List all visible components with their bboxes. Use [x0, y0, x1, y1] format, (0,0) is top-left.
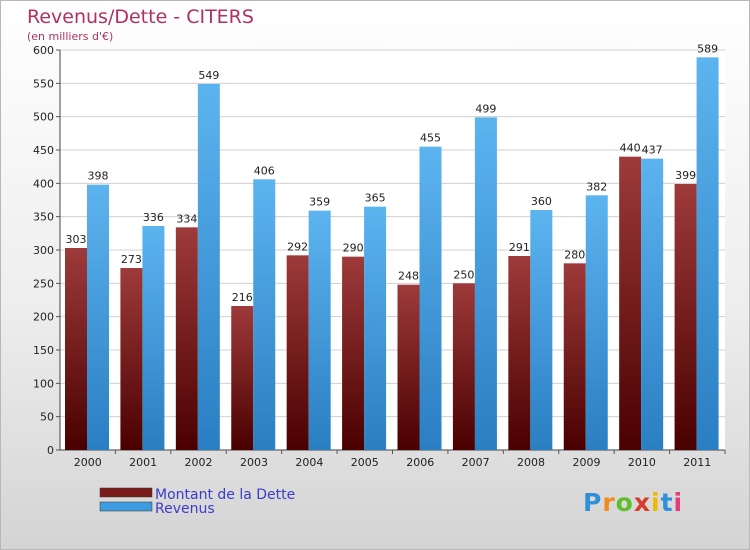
x-tick-label: 2000 — [74, 456, 102, 469]
bar-revenus — [87, 184, 109, 450]
data-label-dette: 303 — [66, 233, 87, 246]
data-label-dette: 248 — [398, 270, 419, 283]
bar-dette — [175, 227, 198, 450]
bar-revenus — [308, 210, 331, 450]
x-tick-label: 2008 — [517, 456, 545, 469]
bar-dette — [65, 248, 87, 450]
data-label-revenus: 382 — [586, 180, 607, 193]
bar-revenus — [641, 158, 664, 450]
bar-revenus — [696, 57, 719, 450]
logo-letter: P — [583, 488, 603, 517]
data-label-revenus: 360 — [531, 195, 552, 208]
data-label-dette: 216 — [232, 291, 253, 304]
logo-letter: x — [633, 488, 651, 517]
y-tick-label: 100 — [33, 377, 54, 390]
data-label-dette: 399 — [675, 169, 696, 182]
x-tick-label: 2005 — [351, 456, 379, 469]
y-tick-label: 0 — [47, 444, 54, 457]
data-label-dette: 334 — [176, 212, 197, 225]
bar-revenus — [585, 195, 608, 450]
x-tick-label: 2007 — [462, 456, 490, 469]
legend-swatch-dette — [99, 487, 153, 498]
y-tick-label: 400 — [33, 177, 54, 190]
data-label-revenus: 406 — [254, 164, 275, 177]
data-label-dette: 250 — [453, 268, 474, 281]
bar-dette — [508, 256, 531, 450]
data-label-revenus: 398 — [88, 170, 109, 183]
y-tick-label: 200 — [33, 311, 54, 324]
chart-subtitle: (en milliers d'€) — [27, 30, 114, 43]
y-tick-label: 350 — [33, 211, 54, 224]
data-label-revenus: 549 — [198, 69, 219, 82]
y-tick-label: 50 — [40, 411, 54, 424]
logo-letter: t — [660, 488, 674, 517]
bar-revenus — [364, 206, 387, 450]
y-tick-label: 450 — [33, 144, 54, 157]
chart-title: Revenus/Dette - CITERS — [27, 6, 254, 28]
y-tick-label: 300 — [33, 244, 54, 257]
x-tick-label: 2002 — [185, 456, 213, 469]
data-label-revenus: 437 — [642, 144, 663, 157]
legend-label-dette: Montant de la Dette — [155, 487, 295, 503]
data-label-dette: 273 — [121, 253, 142, 266]
data-label-revenus: 499 — [475, 102, 496, 115]
data-label-revenus: 365 — [365, 192, 386, 205]
x-tick-label: 2006 — [406, 456, 434, 469]
data-label-dette: 290 — [343, 242, 364, 255]
y-tick-label: 500 — [33, 111, 54, 124]
bar-dette — [120, 268, 143, 450]
data-label-revenus: 455 — [420, 132, 441, 145]
bar-revenus — [197, 84, 220, 450]
bar-dette — [452, 283, 475, 450]
y-tick-label: 600 — [33, 44, 54, 57]
bar-dette — [619, 156, 642, 450]
logo-letter: i — [651, 488, 661, 517]
x-tick-label: 2009 — [572, 456, 600, 469]
bar-dette — [342, 256, 365, 450]
bar-dette — [286, 255, 309, 450]
data-label-revenus: 359 — [309, 196, 330, 209]
bar-revenus — [142, 226, 165, 450]
data-label-revenus: 589 — [697, 42, 718, 55]
bar-dette — [231, 306, 254, 450]
proxiti-logo: Proxiti — [583, 488, 683, 517]
bar-dette — [397, 284, 420, 450]
logo-letter: o — [615, 488, 634, 517]
bar-dette — [674, 184, 697, 450]
x-tick-label: 2003 — [240, 456, 268, 469]
bar-dette — [563, 263, 586, 450]
x-tick-label: 2004 — [295, 456, 323, 469]
logo-letter: r — [602, 488, 616, 517]
data-label-dette: 292 — [287, 240, 308, 253]
bar-revenus — [253, 179, 276, 451]
y-tick-label: 250 — [33, 277, 54, 290]
logo-letter: i — [673, 488, 684, 517]
y-tick-label: 150 — [33, 344, 54, 357]
bar-revenus — [419, 146, 442, 450]
x-tick-label: 2011 — [683, 456, 711, 469]
bar-revenus — [530, 210, 553, 450]
data-label-dette: 280 — [564, 248, 585, 261]
data-label-revenus: 336 — [143, 211, 164, 224]
y-tick-label: 550 — [33, 77, 54, 90]
x-tick-label: 2001 — [129, 456, 157, 469]
x-tick-label: 2010 — [628, 456, 656, 469]
bar-revenus — [474, 117, 497, 450]
legend-swatch-revenus — [99, 501, 153, 512]
data-label-dette: 291 — [509, 241, 530, 254]
legend-label-revenus: Revenus — [155, 501, 215, 517]
data-label-dette: 440 — [620, 142, 641, 155]
